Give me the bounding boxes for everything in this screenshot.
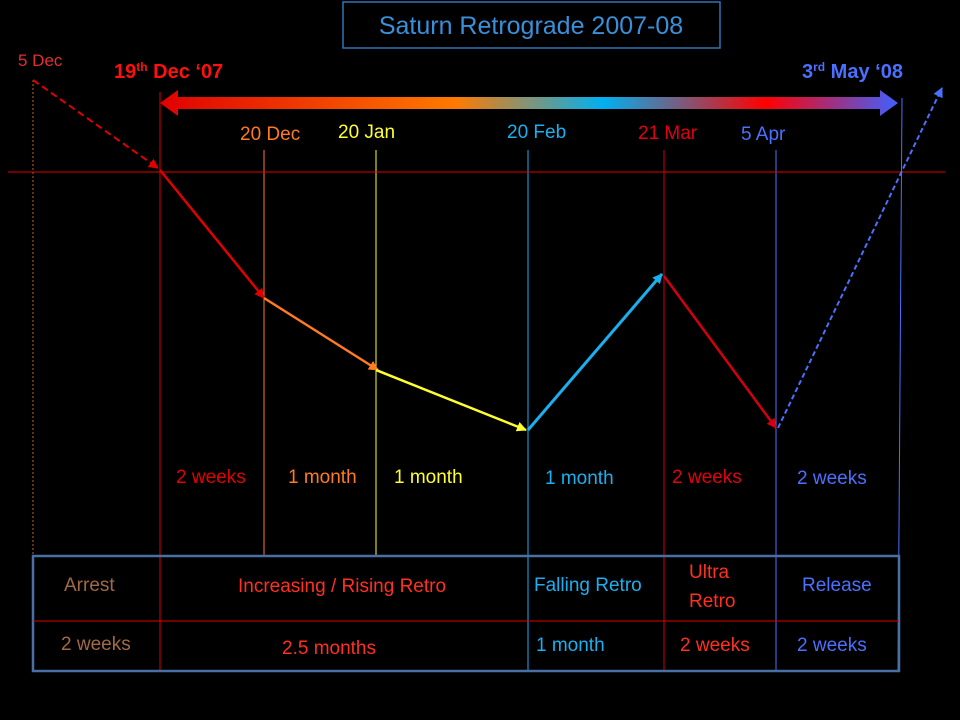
- segment: [375, 368, 527, 432]
- suffix: rd: [813, 60, 825, 74]
- duration: 1 month: [288, 467, 357, 488]
- duration: 1 month: [545, 468, 614, 489]
- marker-label: 20 Feb: [507, 122, 566, 143]
- day: 3: [802, 61, 813, 83]
- cell: 2 weeks: [797, 635, 867, 656]
- start-date: 19th Dec ‘07: [114, 60, 223, 83]
- release: [777, 87, 943, 429]
- cell: Retro: [689, 591, 735, 612]
- suffix: th: [136, 60, 147, 74]
- cell: 1 month: [536, 635, 605, 656]
- cell: 2 weeks: [680, 635, 750, 656]
- end-date: 3rd May ‘08: [802, 60, 903, 83]
- early-date: 5 Dec: [18, 51, 63, 70]
- cell: Falling Retro: [534, 575, 642, 596]
- cell: Release: [802, 575, 872, 596]
- segment: [662, 275, 778, 429]
- marker-label: 20 Dec: [240, 124, 300, 145]
- segment: [526, 273, 664, 431]
- approach: [32, 79, 159, 169]
- rest: Dec ‘07: [148, 61, 224, 83]
- title-box: [342, 1, 721, 49]
- marker-label: 5 Apr: [741, 124, 786, 145]
- title: Saturn Retrograde 2007-08: [379, 12, 683, 40]
- cell: 2.5 months: [282, 638, 376, 659]
- marker-label: 21 Mar: [638, 123, 698, 144]
- duration: 2 weeks: [672, 467, 742, 488]
- day: 19: [114, 61, 136, 83]
- table-box: [31, 554, 901, 673]
- duration: 1 month: [394, 467, 463, 488]
- cell: 2 weeks: [61, 634, 131, 655]
- duration: 2 weeks: [797, 468, 867, 489]
- cell: Arrest: [64, 575, 115, 596]
- marker-label: 20 Jan: [338, 122, 395, 143]
- rest: May ‘08: [825, 61, 903, 83]
- segment: [159, 169, 265, 299]
- period-arrow: [160, 90, 898, 116]
- duration: 2 weeks: [176, 467, 246, 488]
- cell: Increasing / Rising Retro: [238, 576, 446, 597]
- cell: Ultra: [689, 562, 730, 583]
- segment: [263, 296, 379, 372]
